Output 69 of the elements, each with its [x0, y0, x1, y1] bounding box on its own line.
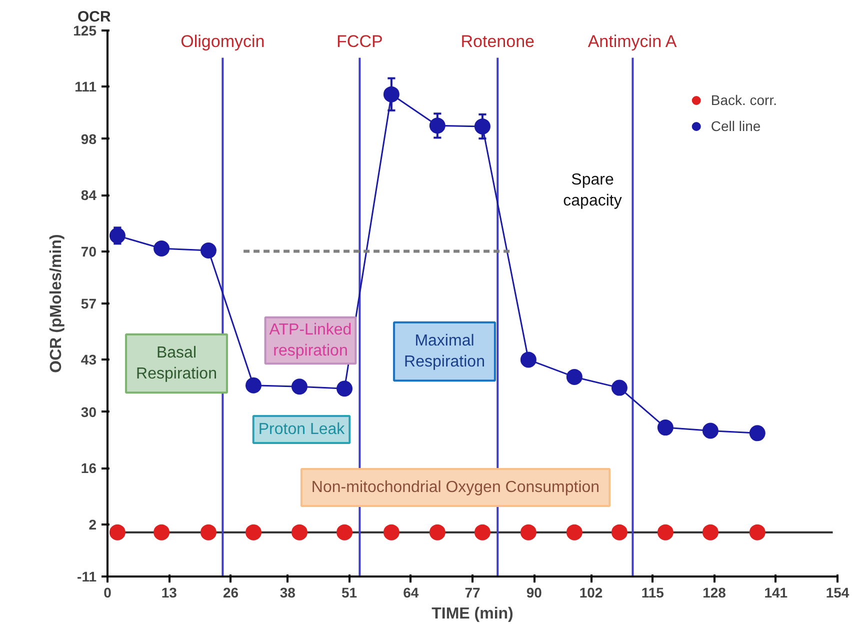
point [246, 524, 262, 540]
y-tick-label: 84 [80, 187, 97, 204]
annotation: Basal Respiration [136, 344, 217, 383]
point [429, 524, 446, 540]
y-tick-label: 111 [74, 78, 97, 95]
point [474, 524, 490, 540]
y-tick-label: 16 [80, 460, 97, 476]
y-tick-label: 70 [80, 243, 97, 260]
x-axis-title: TIME (min) [432, 606, 514, 622]
x-tick-label: 38 [280, 584, 296, 600]
annotation: Spare capacity [563, 171, 622, 210]
legend-label: Back. corr. [710, 92, 777, 108]
point [109, 228, 126, 244]
point [474, 118, 490, 134]
point [383, 524, 400, 540]
y-tick-label: 98 [80, 130, 97, 147]
point [657, 524, 674, 540]
y-tick-label: 57 [80, 296, 97, 312]
point [154, 524, 170, 540]
ref-line-label: FCCP [336, 32, 383, 51]
point [520, 524, 536, 540]
x-tick-label: 90 [526, 584, 542, 600]
point [336, 380, 353, 397]
point [611, 380, 628, 396]
point [702, 524, 718, 540]
y-axis-title: OCR (pMoles/min) [48, 234, 66, 373]
y-tick-label: 125 [73, 22, 97, 38]
x-tick-label: 102 [579, 584, 603, 600]
annotation: Maximal Respiration [404, 332, 485, 371]
y-tick-label: 30 [80, 404, 97, 420]
point [566, 524, 582, 540]
x-tick-label: 26 [222, 584, 239, 600]
point [200, 524, 216, 540]
point [200, 242, 216, 258]
point [291, 524, 308, 540]
point [749, 425, 766, 442]
x-tick-label: 115 [641, 584, 664, 600]
x-tick-label: 128 [702, 584, 726, 600]
legend-label: Cell line [710, 118, 761, 134]
point [383, 86, 400, 102]
y-tick-label: 2 [88, 516, 97, 532]
y-tick-label: 43 [80, 352, 97, 368]
point [154, 240, 170, 256]
x-tick-label: 13 [161, 584, 178, 600]
point [291, 378, 308, 395]
point [611, 524, 628, 540]
point [749, 524, 766, 540]
point [429, 118, 446, 134]
annotation: Non-mitochondrial Oxygen Consumption [311, 479, 600, 496]
x-tick-label: 154 [826, 584, 850, 600]
y-tick-label: -11 [77, 568, 97, 584]
x-tick-label: 0 [104, 584, 112, 600]
ref-line-label: Antimycin A [588, 32, 678, 51]
point [657, 420, 674, 436]
chart-title: OCR [78, 8, 111, 26]
x-tick-label: 141 [764, 584, 788, 600]
point [702, 422, 718, 439]
ref-line-label: Oligomycin [180, 32, 265, 51]
x-tick-label: 51 [341, 584, 358, 600]
x-tick-label: 64 [403, 584, 419, 600]
point [566, 368, 582, 385]
annotation: ATP-Linked respiration [269, 321, 352, 360]
point [246, 377, 262, 394]
ref-line-label: Rotenone [460, 32, 534, 51]
point [520, 352, 536, 368]
point [109, 524, 126, 540]
point [336, 524, 353, 540]
annotation: Proton Leak [258, 421, 346, 438]
x-tick-label: 77 [464, 584, 480, 600]
